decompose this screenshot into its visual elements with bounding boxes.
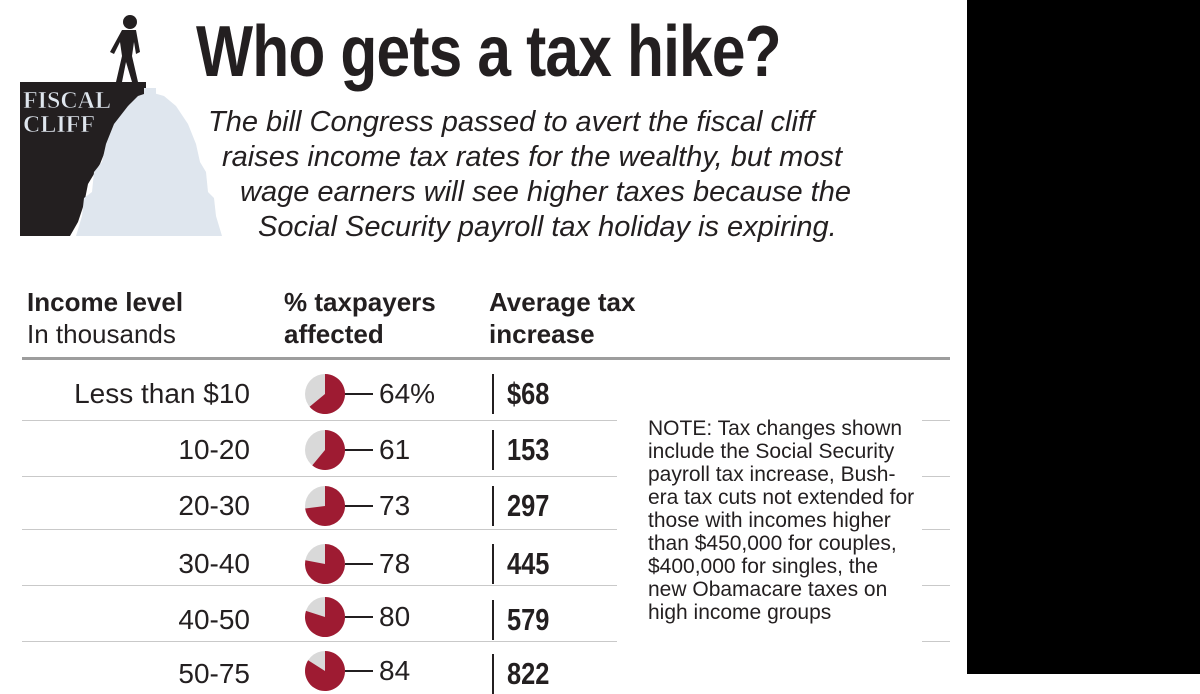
pie-slice xyxy=(309,374,345,414)
pct-label: 78 xyxy=(379,548,411,579)
pct-column-header: % taxpayers affected xyxy=(284,286,436,350)
pie-slice xyxy=(304,544,345,584)
row-divider xyxy=(22,585,617,586)
pie-chart-row xyxy=(305,374,373,414)
pct-label: 80 xyxy=(379,601,411,632)
pct-label: 84 xyxy=(379,655,411,686)
header-divider xyxy=(22,357,950,360)
pct-header-line2: affected xyxy=(284,319,384,349)
pct-header-line1: % taxpayers xyxy=(284,287,436,317)
avg-header-line2: increase xyxy=(489,319,595,349)
avg-column-header: Average tax increase xyxy=(489,286,635,350)
income-level-cell: 10-20 xyxy=(178,434,250,465)
note-divider xyxy=(922,529,950,530)
avg-header-line1: Average tax xyxy=(489,287,636,317)
avg-tax-increase-cell: $68 xyxy=(507,376,550,411)
avg-tax-increase-cell: 579 xyxy=(507,602,550,637)
walking-figure-icon xyxy=(110,15,140,82)
row-divider xyxy=(22,529,617,530)
logo-cliff-text: CLIFF xyxy=(23,112,95,138)
income-header-sub: In thousands xyxy=(27,319,176,349)
pct-label: 61 xyxy=(379,434,411,465)
income-header-bold: Income level xyxy=(27,287,184,317)
capitol-dome-icon xyxy=(76,92,222,236)
pie-chart-row xyxy=(304,651,373,691)
cliff-shape xyxy=(20,82,146,236)
note-divider xyxy=(922,476,950,477)
avg-tax-increase-cell: 297 xyxy=(507,488,550,523)
amount-divider xyxy=(492,374,494,414)
avg-tax-increase-cell: 445 xyxy=(507,546,550,581)
logo-fiscal-text: FISCAL xyxy=(23,88,111,114)
row-divider xyxy=(22,476,617,477)
income-level-cell: 40-50 xyxy=(178,604,250,635)
amount-divider xyxy=(492,430,494,470)
black-side-panel xyxy=(967,0,1200,674)
pie-slice xyxy=(312,430,345,470)
pie-chart-row xyxy=(305,486,373,526)
note-divider xyxy=(922,585,950,586)
pie-slice xyxy=(305,597,346,637)
income-level-cell: Less than $10 xyxy=(74,378,250,409)
income-column-header: Income level In thousands xyxy=(27,286,183,350)
income-level-cell: 30-40 xyxy=(178,548,250,579)
footnote-text: NOTE: Tax changes shown include the Soci… xyxy=(648,417,915,624)
amount-divider xyxy=(492,600,494,640)
capitol-lantern xyxy=(144,88,156,96)
income-level-cell: 20-30 xyxy=(178,490,250,521)
fiscal-cliff-logo: FISCAL CLIFF xyxy=(20,15,222,236)
row-divider xyxy=(22,420,617,421)
pie-chart-row xyxy=(305,597,373,637)
income-level-cell: 50-75 xyxy=(178,658,250,689)
intro-line-2: raises income tax rates for the wealthy,… xyxy=(222,141,843,173)
intro-line-4: Social Security payroll tax holiday is e… xyxy=(258,211,837,243)
pct-label: 73 xyxy=(379,490,411,521)
note-divider xyxy=(922,420,950,421)
pie-chart-row xyxy=(305,430,373,470)
avg-tax-increase-cell: 822 xyxy=(507,656,550,691)
note-divider xyxy=(922,641,950,642)
amount-divider xyxy=(492,544,494,584)
row-divider xyxy=(22,641,617,642)
pie-chart-row xyxy=(304,544,373,584)
amount-divider xyxy=(492,654,494,694)
page-title: Who gets a tax hike? xyxy=(196,12,782,92)
pct-label: 64% xyxy=(379,378,436,409)
intro-line-1: The bill Congress passed to avert the fi… xyxy=(208,106,815,138)
amount-divider xyxy=(492,486,494,526)
pie-slice xyxy=(305,486,346,526)
avg-tax-increase-cell: 153 xyxy=(507,432,550,467)
intro-line-3: wage earners will see higher taxes becau… xyxy=(240,176,851,208)
